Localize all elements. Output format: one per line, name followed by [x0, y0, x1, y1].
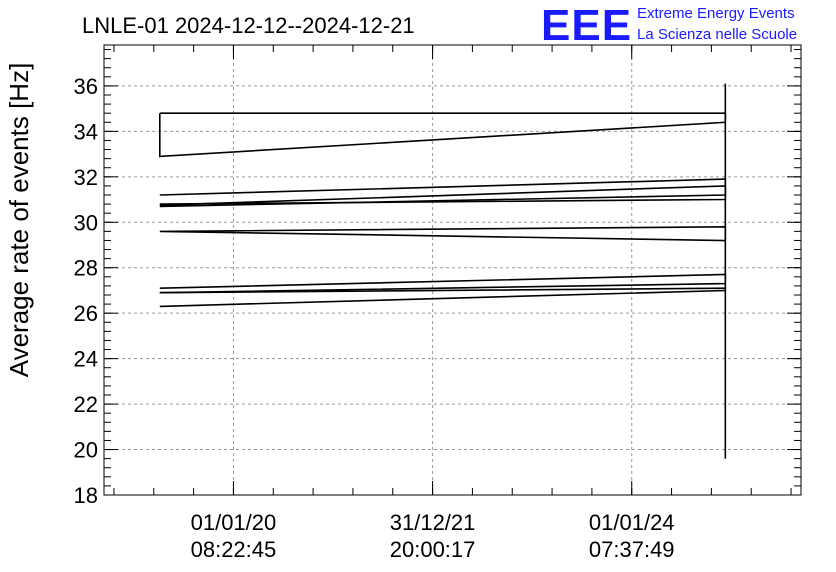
- y-tick-label: 34: [74, 119, 98, 144]
- chart-title: LNLE-01 2024-12-12--2024-12-21: [82, 13, 415, 38]
- eee-logo-mark: EEE: [541, 1, 632, 50]
- x-tick-time: 07:37:49: [589, 537, 675, 562]
- y-tick-label: 30: [74, 210, 98, 235]
- x-tick-date: 01/01/24: [589, 510, 675, 535]
- series-line-s4: [159, 225, 727, 242]
- grid: [104, 45, 801, 495]
- y-axis-label: Average rate of events [Hz]: [4, 63, 34, 378]
- x-tick-time: 20:00:17: [390, 537, 476, 562]
- series-line-s1: [159, 112, 727, 158]
- y-tick-label: 28: [74, 256, 98, 281]
- x-tick-time: 08:22:45: [191, 537, 277, 562]
- y-tick-label: 26: [74, 301, 98, 326]
- plot-frame: [103, 44, 802, 496]
- x-tick-date: 01/01/20: [191, 510, 277, 535]
- series-lines: [159, 83, 727, 459]
- y-tick-label: 22: [74, 392, 98, 417]
- eee-logo: EEE Extreme Energy Events La Scienza nel…: [541, 1, 797, 50]
- y-tick-label: 32: [74, 165, 98, 190]
- y-tick-label: 18: [74, 483, 98, 508]
- axis-ticks: [104, 45, 801, 496]
- x-tick-date: 31/12/21: [390, 510, 476, 535]
- y-tick-label: 20: [74, 438, 98, 463]
- y-tick-label: 36: [74, 74, 98, 99]
- eee-logo-line1: Extreme Energy Events: [637, 5, 795, 22]
- eee-logo-line2: La Scienza nelle Scuole: [637, 26, 797, 43]
- y-tick-label: 24: [74, 347, 98, 372]
